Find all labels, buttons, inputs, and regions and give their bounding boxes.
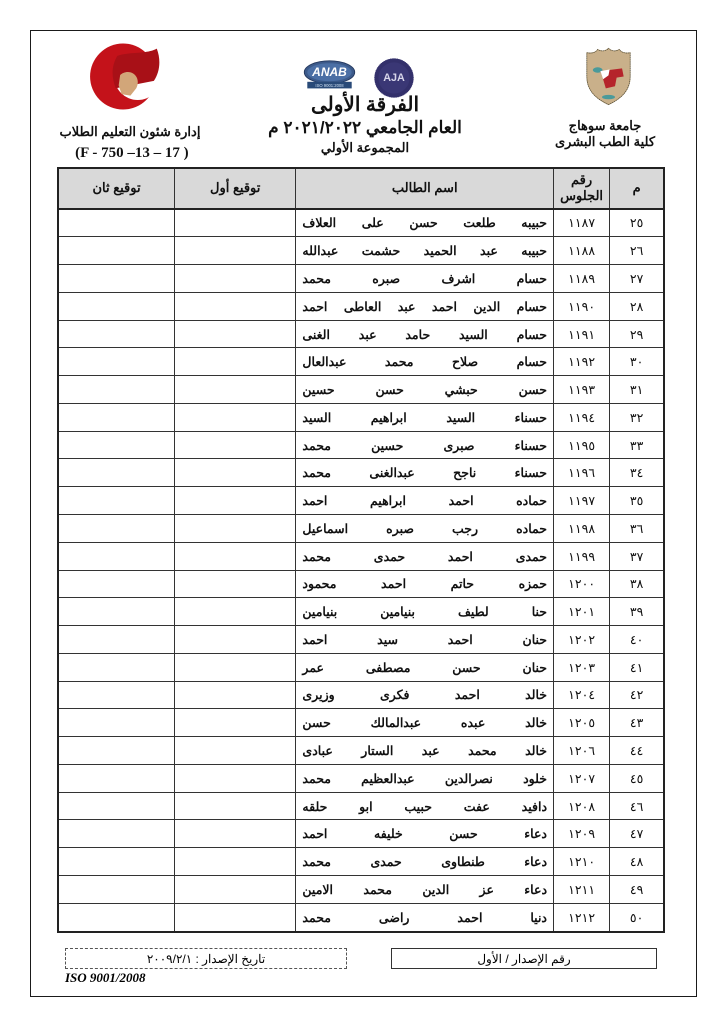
svg-text:ISO 9001:2008: ISO 9001:2008 <box>315 83 344 88</box>
svg-text:AJA: AJA <box>383 72 405 84</box>
svg-text:ANAB: ANAB <box>311 65 347 79</box>
